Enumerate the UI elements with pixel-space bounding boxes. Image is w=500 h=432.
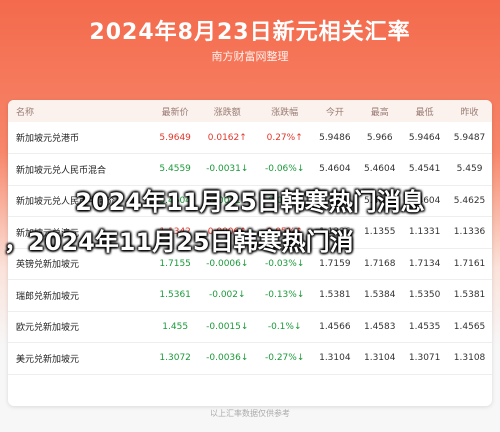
footer-note: 以上汇率数据仅供参考 bbox=[210, 409, 290, 418]
cell-pct: -0.03%↓ bbox=[264, 258, 305, 269]
cell-price: 1.1342 bbox=[159, 227, 191, 238]
table-row: 欧元兑新加坡元 1.455 -0.0015↓ -0.1%↓ 1.4566 1.4583 1.… bbox=[8, 311, 492, 343]
cell-high: 1.5384 bbox=[363, 290, 396, 301]
cell-change: -0.0015↓ bbox=[206, 321, 249, 332]
cell-name: 美元兑新加坡元 bbox=[16, 354, 80, 365]
cell-high: 1.7168 bbox=[363, 258, 396, 269]
rate-table-card: 名称 最新价 涨跌额 涨跌幅 今开 最高 最低 昨收 新加坡元兑港币 5.9649… bbox=[8, 100, 492, 406]
cell-price: 1.5361 bbox=[159, 290, 191, 301]
col-pct: 涨跌幅 bbox=[256, 100, 313, 122]
cell-price: 5.4559 bbox=[159, 164, 191, 175]
cell-low: 1.7134 bbox=[408, 258, 441, 269]
table-row: 英镑兑新加坡元 1.7155 -0.0006↓ -0.03%↓ 1.7159 1.7168… bbox=[8, 248, 492, 280]
cell-name: 新加坡元兑澳元 bbox=[16, 228, 80, 239]
cell-open: 1.7159 bbox=[319, 258, 351, 269]
cell-name: 瑞郎兑新加坡元 bbox=[16, 291, 80, 302]
col-high: 最高 bbox=[357, 100, 403, 122]
cell-pct: -0.06%↓ bbox=[264, 164, 305, 175]
cell-high: 1.3104 bbox=[363, 353, 396, 364]
table-row: 新加坡元兑澳元 1.1342 0.0006↑ 0.05%↑ 1.1336 1.1355 1.… bbox=[8, 217, 492, 248]
table-row: 新加坡元兑港币 5.9649 0.0162↑ 0.27%↑ 5.9486 5.966 5.9… bbox=[8, 122, 492, 154]
table-row: 瑞郎兑新加坡元 1.5361 -0.002↓ -0.13%↓ 1.5381 1.5384 1… bbox=[8, 280, 492, 311]
cell-high: 5.966 bbox=[366, 132, 393, 143]
cell-open: 1.3104 bbox=[319, 353, 351, 364]
cell-name: 欧元兑新加坡元 bbox=[16, 323, 80, 334]
cell-prev: 1.4565 bbox=[453, 321, 486, 332]
cell-low: 1.4535 bbox=[408, 321, 441, 332]
col-change: 涨跌额 bbox=[197, 100, 257, 122]
cell-pct: -0.27%↓ bbox=[264, 353, 305, 364]
cell-change: 0.0006↑ bbox=[207, 227, 247, 238]
cell-low: 5.4541 bbox=[408, 164, 441, 175]
cell-price: 5.4604 bbox=[159, 195, 191, 206]
cell-high: 1.4583 bbox=[363, 321, 396, 332]
cell-open: 5.4604 bbox=[319, 195, 351, 206]
cell-prev: 5.4625 bbox=[453, 195, 486, 206]
cell-low: 1.5350 bbox=[408, 290, 441, 301]
col-price: 最新价 bbox=[152, 100, 198, 122]
cell-name: 英镑兑新加坡元 bbox=[16, 260, 80, 271]
cell-open: 5.9486 bbox=[319, 132, 351, 143]
cell-name: 新加坡元兑港币 bbox=[16, 134, 80, 144]
cell-pct: -0.13%↓ bbox=[264, 290, 305, 301]
cell-low: 5.4604 bbox=[408, 195, 441, 206]
col-open: 今开 bbox=[312, 100, 358, 122]
cell-high: 5.4604 bbox=[363, 195, 396, 206]
cell-open: 5.4604 bbox=[319, 164, 351, 175]
overlay-headline-1: 2024年11月25日韩寒热门消息 bbox=[75, 188, 425, 216]
col-low: 最低 bbox=[402, 100, 448, 122]
table-row: 新加坡元兑人民币中间价 5.4604 -0.0021↓ -0.04%↓ 5.4604 5.… bbox=[8, 185, 492, 217]
cell-low: 5.9464 bbox=[408, 132, 441, 143]
cell-prev: 1.3108 bbox=[453, 353, 486, 364]
cell-open: 1.1336 bbox=[319, 227, 351, 238]
cell-low: 1.3071 bbox=[408, 353, 441, 364]
cell-price: 1.3072 bbox=[159, 353, 191, 364]
cell-change: -0.002↓ bbox=[209, 290, 246, 301]
cell-low: 1.1331 bbox=[408, 227, 441, 238]
cell-price: 1.455 bbox=[162, 321, 189, 332]
cell-name: 新加坡元兑人民币混合 bbox=[16, 165, 107, 176]
cell-prev: 5.9487 bbox=[453, 132, 486, 143]
cell-price: 1.7155 bbox=[159, 258, 191, 269]
cell-pct: 0.05%↑ bbox=[266, 227, 303, 238]
cell-pct: -0.1%↓ bbox=[267, 321, 302, 332]
cell-change: -0.0036↓ bbox=[206, 353, 249, 364]
cell-change: -0.0021↓ bbox=[206, 195, 249, 206]
cell-prev: 1.1336 bbox=[453, 227, 486, 238]
overlay-headline-2: ，2024年11月25日韩寒热门消 bbox=[4, 228, 354, 256]
table-header-row: 名称 最新价 涨跌额 涨跌幅 今开 最高 最低 昨收 bbox=[8, 100, 492, 122]
table-row: 美元兑新加坡元 1.3072 -0.0036↓ -0.27%↓ 1.3104 1.3104… bbox=[8, 343, 492, 374]
cell-prev: 1.5381 bbox=[453, 290, 486, 301]
cell-high: 5.4604 bbox=[363, 164, 396, 175]
cell-change: 0.0162↑ bbox=[207, 132, 247, 143]
col-name: 名称 bbox=[8, 100, 153, 122]
page-subtitle: 南方财富网整理 bbox=[211, 50, 289, 63]
cell-name: 新加坡元兑人民币中间价 bbox=[16, 197, 116, 208]
cell-pct: -0.04%↓ bbox=[264, 195, 305, 206]
rate-table: 名称 最新价 涨跌额 涨跌幅 今开 最高 最低 昨收 新加坡元兑港币 5.9649… bbox=[8, 100, 492, 375]
cell-high: 1.1355 bbox=[363, 227, 396, 238]
cell-price: 5.9649 bbox=[159, 132, 191, 143]
col-prev: 昨收 bbox=[447, 100, 492, 122]
page-title: 2024年8月23日新元相关汇率 bbox=[89, 20, 411, 45]
cell-open: 1.5381 bbox=[319, 290, 351, 301]
cell-change: -0.0006↓ bbox=[206, 258, 249, 269]
cell-pct: 0.27%↑ bbox=[266, 132, 303, 143]
cell-prev: 1.7161 bbox=[453, 258, 486, 269]
table-row: 新加坡元兑人民币混合 5.4559 -0.0031↓ -0.06%↓ 5.4604 5.4… bbox=[8, 154, 492, 185]
cell-open: 1.4566 bbox=[319, 321, 351, 332]
cell-prev: 5.459 bbox=[456, 164, 483, 175]
cell-change: -0.0031↓ bbox=[206, 164, 249, 175]
